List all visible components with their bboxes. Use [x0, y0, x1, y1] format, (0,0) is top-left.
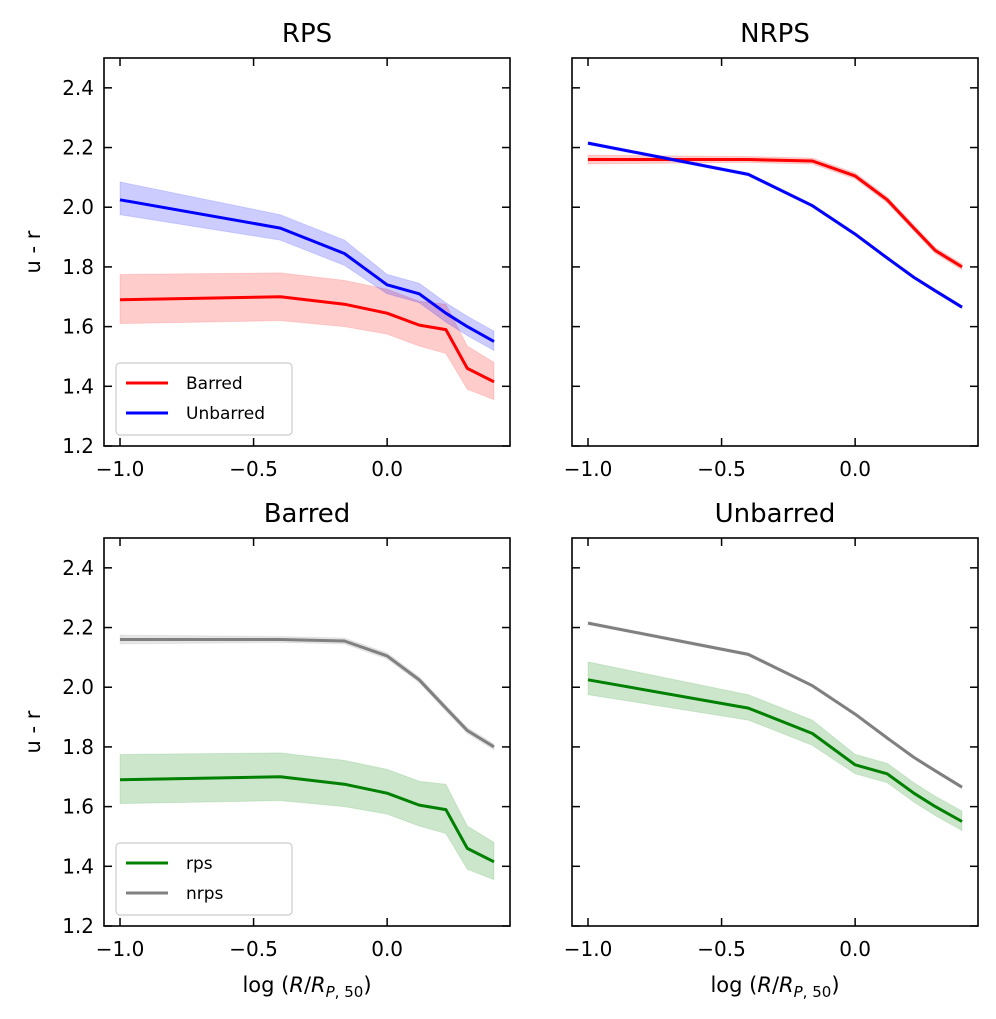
legend: Barred Unbarred [115, 362, 293, 436]
series-line-rps [119, 775, 495, 864]
legend-label-rps: rps [186, 854, 213, 874]
x-tick-label: 0.0 [371, 457, 403, 481]
series-line-nrps [587, 621, 963, 789]
x-tick-label: 0.0 [371, 937, 403, 961]
series-line-barred [588, 158, 963, 269]
y-tick-label: 1.2 [62, 914, 94, 938]
panel-title: Barred [264, 499, 351, 529]
legend-frame [115, 842, 293, 916]
plot-frame [571, 537, 979, 927]
panel-rps: RPS −1.0 −0.5 0.0 1.2 1.4 1.6 1.8 2.0 2.2 2.4 u - r… [21, 19, 511, 481]
legend: rps nrps [115, 842, 293, 916]
y-tick-label: 1.2 [62, 434, 94, 458]
band-unbarred [119, 181, 495, 352]
plot-frame [103, 537, 511, 927]
y-tick-label: 1.6 [62, 315, 94, 339]
x-axis-label: log (R/RP, 50) [710, 973, 839, 1001]
band-barred [119, 272, 495, 401]
legend-label-barred: Barred [186, 374, 243, 394]
x-tick-label: 0.0 [839, 937, 871, 961]
series-line-barred [119, 295, 495, 384]
series-line-unbarred [587, 141, 963, 309]
legend-label-unbarred: Unbarred [186, 404, 265, 424]
y-tick-label: 2.2 [62, 616, 94, 640]
series-line-rps [587, 678, 963, 823]
plot-frame [571, 57, 979, 447]
y-tick-label: 2.0 [62, 675, 94, 699]
y-tick-label: 1.8 [62, 255, 94, 279]
panel-title: NRPS [740, 19, 810, 49]
y-tick-label: 2.0 [62, 195, 94, 219]
band-barred [587, 154, 963, 271]
x-tick-label: −1.0 [564, 457, 613, 481]
band-rps [119, 752, 495, 881]
panel-barred: Barred −1.0 −0.5 0.0 1.2 1.4 1.6 1.8 2.0 2.2 2.4 u … [21, 499, 511, 1001]
y-tick-label: 2.4 [62, 76, 94, 100]
band-rps [587, 661, 963, 832]
x-tick-label: −0.5 [697, 457, 746, 481]
legend-label-nrps: nrps [186, 884, 224, 904]
x-tick-label: −0.5 [697, 937, 746, 961]
y-axis-label: u - r [21, 230, 45, 273]
panel-title: Unbarred [715, 499, 836, 529]
plot-frame [103, 57, 511, 447]
x-tick-label: −0.5 [229, 937, 278, 961]
y-tick-label: 2.2 [62, 136, 94, 160]
series-line-unbarred [119, 198, 495, 343]
y-tick-label: 1.4 [62, 854, 94, 878]
x-axis-label: log (R/RP, 50) [242, 973, 371, 1001]
y-tick-label: 1.4 [62, 374, 94, 398]
x-tick-label: −0.5 [229, 457, 278, 481]
panel-title: RPS [282, 19, 332, 49]
x-tick-label: −1.0 [96, 457, 145, 481]
y-tick-label: 1.8 [62, 735, 94, 759]
band-unbarred [587, 140, 963, 310]
series-line-nrps [120, 638, 495, 749]
legend-frame [115, 362, 293, 436]
y-axis-label: u - r [21, 710, 45, 753]
panel-nrps: NRPS −1.0 −0.5 0.0 [564, 19, 979, 481]
x-tick-label: 0.0 [839, 457, 871, 481]
x-tick-label: −1.0 [564, 937, 613, 961]
y-tick-label: 1.6 [62, 795, 94, 819]
y-tick-label: 2.4 [62, 556, 94, 580]
band-nrps [119, 634, 495, 751]
x-tick-label: −1.0 [96, 937, 145, 961]
